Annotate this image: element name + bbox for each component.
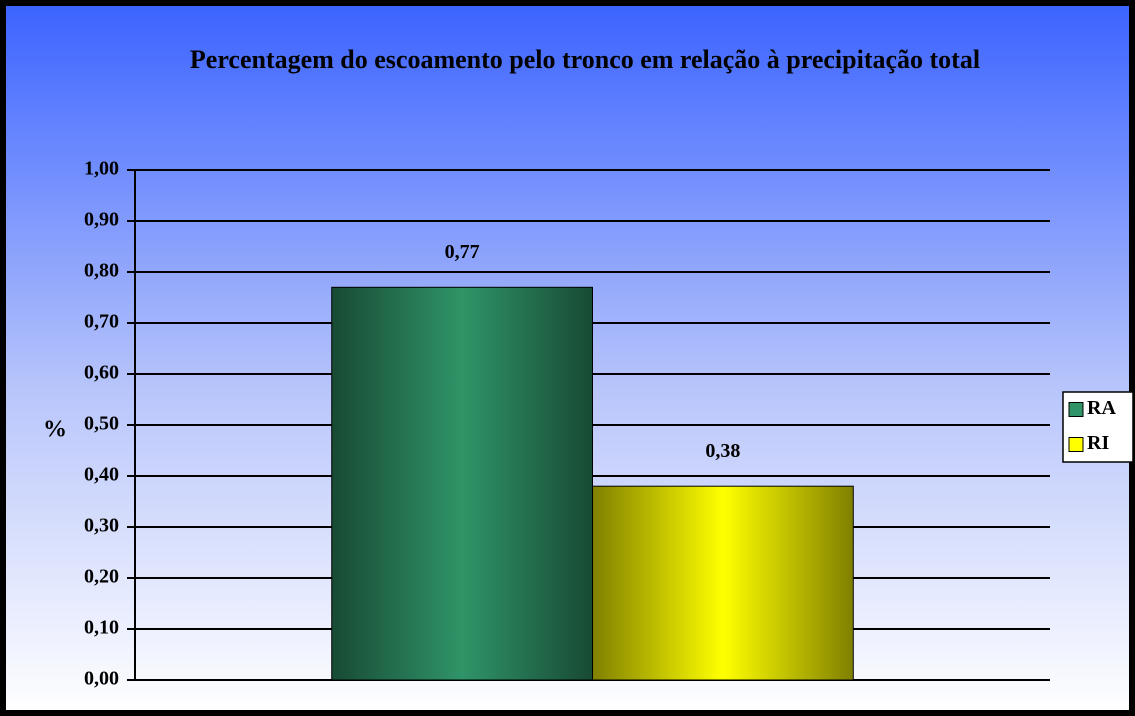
bar [331, 286, 593, 681]
y-tick-label: 0,30 [84, 515, 119, 537]
y-tick-label: 0,10 [84, 617, 119, 639]
legend-label: RA [1087, 397, 1116, 419]
y-tick-label: 0,80 [84, 260, 119, 282]
y-tick-label: 1,00 [84, 158, 119, 180]
data-label: 0,38 [705, 440, 740, 462]
legend-label: RI [1087, 432, 1109, 454]
y-tick-label: 0,70 [84, 311, 119, 333]
y-tick-label: 0,00 [84, 668, 119, 690]
y-tick-label: 0,20 [84, 566, 119, 588]
legend-swatch [1068, 402, 1084, 417]
y-tick-label: 0,40 [84, 464, 119, 486]
y-axis-label: % [43, 417, 67, 443]
chart-title: Percentagem do escoamento pelo tronco em… [189, 45, 981, 74]
bar [592, 485, 854, 681]
data-label: 0,77 [445, 241, 480, 263]
legend-swatch [1068, 437, 1084, 452]
y-tick-label: 0,60 [84, 362, 119, 384]
y-tick-label: 0,50 [84, 413, 119, 435]
y-tick-label: 0,90 [84, 209, 119, 231]
